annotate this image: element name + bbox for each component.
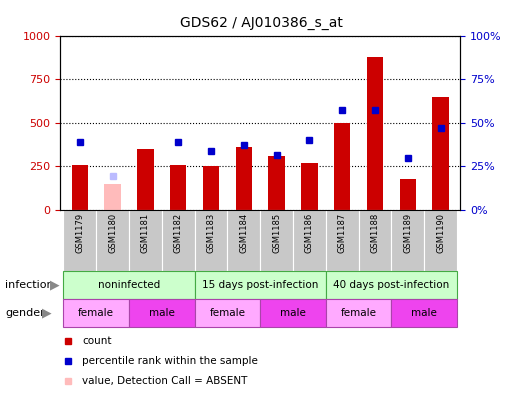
- Bar: [195, 271, 326, 299]
- Text: GSM1183: GSM1183: [207, 213, 215, 253]
- Bar: [326, 271, 457, 299]
- Text: male: male: [280, 308, 306, 318]
- Bar: [433, 97, 449, 210]
- Bar: [359, 210, 391, 271]
- Bar: [367, 57, 383, 210]
- Text: infection: infection: [5, 280, 54, 290]
- Text: GSM1184: GSM1184: [240, 213, 248, 253]
- Text: value, Detection Call = ABSENT: value, Detection Call = ABSENT: [82, 376, 247, 386]
- Bar: [293, 210, 326, 271]
- Text: gender: gender: [5, 308, 45, 318]
- Bar: [63, 271, 195, 299]
- Text: 40 days post-infection: 40 days post-infection: [333, 280, 449, 290]
- Text: GDS62 / AJ010386_s_at: GDS62 / AJ010386_s_at: [180, 16, 343, 30]
- Text: male: male: [411, 308, 437, 318]
- Bar: [72, 165, 88, 210]
- Bar: [334, 123, 350, 210]
- Text: female: female: [78, 308, 114, 318]
- Bar: [195, 210, 228, 271]
- Bar: [326, 299, 391, 327]
- Bar: [391, 210, 424, 271]
- Bar: [228, 210, 260, 271]
- Text: noninfected: noninfected: [98, 280, 160, 290]
- Bar: [260, 210, 293, 271]
- Bar: [129, 299, 195, 327]
- Text: ▶: ▶: [42, 307, 51, 319]
- Bar: [424, 210, 457, 271]
- Bar: [129, 210, 162, 271]
- Bar: [203, 166, 219, 210]
- Text: GSM1189: GSM1189: [403, 213, 412, 253]
- Text: male: male: [149, 308, 175, 318]
- Text: GSM1188: GSM1188: [370, 213, 380, 253]
- Text: GSM1180: GSM1180: [108, 213, 117, 253]
- Bar: [260, 299, 326, 327]
- Text: GSM1187: GSM1187: [338, 213, 347, 253]
- Bar: [137, 149, 154, 210]
- Bar: [170, 166, 186, 210]
- Text: 15 days post-infection: 15 days post-infection: [202, 280, 319, 290]
- Bar: [326, 210, 359, 271]
- Text: female: female: [209, 308, 245, 318]
- Bar: [268, 156, 285, 210]
- Bar: [195, 299, 260, 327]
- Text: GSM1182: GSM1182: [174, 213, 183, 253]
- Bar: [301, 163, 317, 210]
- Text: GSM1185: GSM1185: [272, 213, 281, 253]
- Text: count: count: [82, 336, 111, 346]
- Text: GSM1186: GSM1186: [305, 213, 314, 253]
- Bar: [400, 179, 416, 210]
- Bar: [235, 147, 252, 210]
- Bar: [63, 210, 96, 271]
- Bar: [96, 210, 129, 271]
- Text: GSM1190: GSM1190: [436, 213, 445, 253]
- Text: female: female: [340, 308, 377, 318]
- Text: percentile rank within the sample: percentile rank within the sample: [82, 356, 258, 366]
- Text: GSM1181: GSM1181: [141, 213, 150, 253]
- Bar: [105, 184, 121, 210]
- Text: ▶: ▶: [50, 279, 59, 291]
- Bar: [63, 299, 129, 327]
- Bar: [162, 210, 195, 271]
- Bar: [391, 299, 457, 327]
- Text: GSM1179: GSM1179: [75, 213, 84, 253]
